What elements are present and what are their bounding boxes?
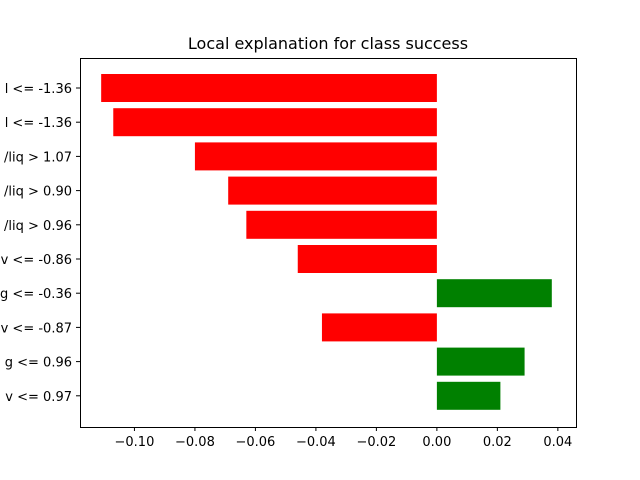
y-ticks-group: l <= -1.36 l <= -1.36/liq > 1.07/liq > 0.… bbox=[0, 82, 80, 405]
x-tick-label: −0.04 bbox=[296, 435, 336, 450]
x-tick-label: −0.06 bbox=[235, 435, 275, 450]
bar bbox=[436, 381, 501, 410]
x-tick-label: 0.02 bbox=[483, 435, 512, 450]
y-tick-label: /liq > 0.96 bbox=[4, 219, 72, 234]
y-tick-label: /liq > 1.07 bbox=[4, 150, 72, 165]
bar bbox=[113, 108, 437, 137]
y-tick-label: l <= -1.36 bbox=[5, 82, 72, 97]
bar bbox=[436, 347, 525, 376]
y-tick-label: /liq > 0.90 bbox=[4, 185, 72, 200]
x-tick-label: −0.10 bbox=[115, 435, 155, 450]
y-tick-label: g <= -0.36 bbox=[0, 287, 72, 302]
bar bbox=[194, 142, 437, 171]
x-tick-label: 0.04 bbox=[543, 435, 572, 450]
chart-title: Local explanation for class success bbox=[188, 34, 468, 53]
bar bbox=[101, 74, 437, 102]
bar bbox=[228, 176, 437, 205]
bar bbox=[246, 210, 437, 239]
x-ticks-group: −0.10 −0.08 −0.06 −0.04 −0.02 0.00 0.02 0.04 bbox=[115, 427, 572, 450]
y-tick-label: g <= 0.96 bbox=[5, 356, 72, 371]
x-tick-label: 0.00 bbox=[422, 435, 451, 450]
y-tick-label: v <= -0.87 bbox=[1, 321, 72, 336]
y-tick-label: l <= -1.36 bbox=[5, 116, 72, 131]
bar bbox=[436, 279, 552, 308]
axes-frame bbox=[80, 58, 577, 428]
y-tick-label: v <= 0.97 bbox=[5, 390, 72, 405]
bars-group bbox=[101, 74, 552, 410]
y-tick-label: v <= -0.86 bbox=[1, 253, 72, 268]
x-tick-label: −0.02 bbox=[356, 435, 396, 450]
x-tick-label: −0.08 bbox=[175, 435, 215, 450]
bar bbox=[321, 313, 437, 342]
bar bbox=[297, 245, 437, 273]
